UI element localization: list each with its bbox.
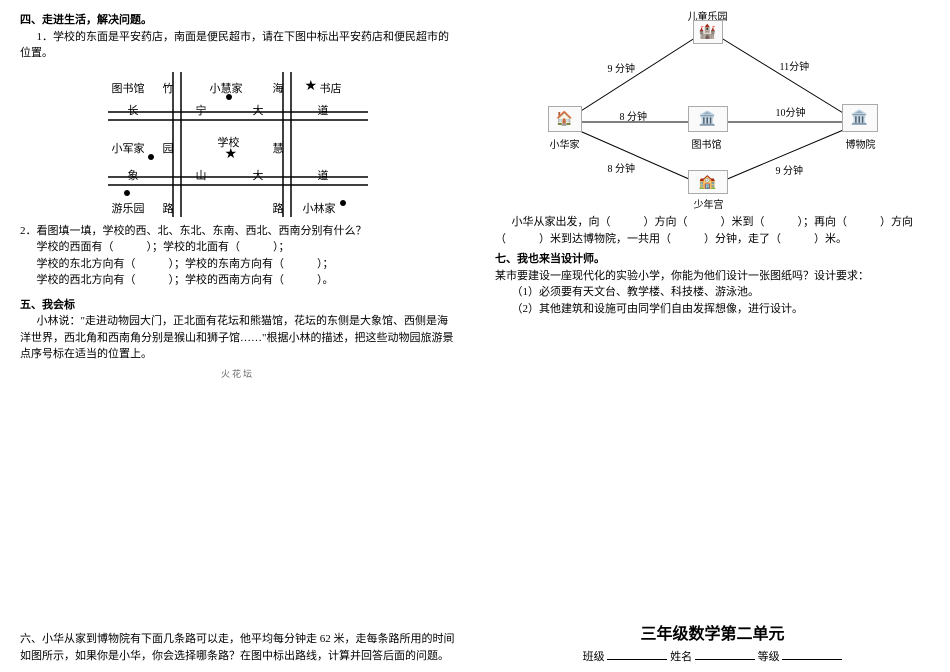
label-house: 小华家 [550,136,580,151]
label-bookstore: 书店 [320,80,342,96]
q2-line-1: 学校的东北方向有（ ）；学校的东南方向有（ ）； [20,256,455,273]
left-column: 四、走进生活，解决问题。 1．学校的东面是平安药店，南面是便民超市，请在下图中标… [0,0,475,672]
info-fields: 班级 姓名 等级 [495,648,930,664]
name-blank[interactable] [695,659,755,660]
label-ning: 宁 [196,102,207,118]
label-yuan: 园 [163,140,174,156]
section-6-text: 六、小华从家到博物院有下面几条路可以走，他平均每分钟走 62 米，走每条路所用的… [20,631,455,664]
label-museum: 博物院 [846,136,876,151]
label-dao2: 道 [318,167,329,183]
label-dao1: 道 [318,102,329,118]
label-playground: 游乐园 [112,200,145,216]
class-blank[interactable] [607,659,667,660]
dot-xiaohui [226,94,232,100]
library-icon: 🏛️ [688,106,728,132]
label-zhu: 竹 [163,80,174,96]
label-10min: 10分钟 [776,104,806,119]
right-column: 儿童乐园 🏰 9 分钟 11分钟 🏠 小华家 8 分钟 🏛️ 图书馆 10分钟 … [475,0,950,672]
label-lu1: 路 [163,200,174,216]
label-library: 图书馆 [692,136,722,151]
label-xiaolin: 小林家 [303,200,336,216]
label-9min-b: 9 分钟 [776,162,804,177]
label-youth: 少年宫 [694,196,724,211]
label-xiang: 象 [128,167,139,183]
req-2: （2）其他建筑和设施可由同学们自由发挥想像，进行设计。 [495,301,930,318]
class-label: 班级 [583,651,605,663]
section-5-body: 小林说："走进动物园大门，正北面有花坛和熊猫馆，花坛的东侧是大象馆、西侧是海洋世… [20,313,455,363]
label-library: 图书馆 [112,80,145,96]
q2-line-2: 学校的西北方向有（ ）；学校的西南方向有（ ）。 [20,272,455,289]
req-1: （1）必须要有天文台、教学楼、科技楼、游泳池。 [495,284,930,301]
q2-intro: 2．看图填一填，学校的西、北、东北、东南、西北、西南分别有什么？ [20,223,455,240]
dot-xiaojun [148,154,154,160]
q2-line-0: 学校的西面有（ ）；学校的北面有（ ）； [20,239,455,256]
label-8min-b: 8 分钟 [608,160,636,175]
label-xiaojun: 小军家 [112,140,145,156]
dot-playground [124,190,130,196]
label-xiaohui: 小慧家 [210,80,243,96]
label-11min: 11分钟 [780,58,810,73]
street-map: 图书馆 竹 小慧家 海 ★ 书店 长 宁 大 道 小军家 园 学校 ★ 慧 象 … [108,72,368,217]
q1-text: 1．学校的东面是平安药店，南面是便民超市，请在下图中标出平安药店和便民超市的位置… [20,29,455,62]
label-da2: 大 [253,167,264,183]
section-7-title: 七、我也来当设计师。 [495,251,930,268]
label-chang: 长 [128,102,139,118]
section-7-body: 某市要建设一座现代化的实验小学，你能为他们设计一张图纸吗？设计要求： [495,268,930,285]
grade-label: 等级 [758,651,780,663]
unit-title: 三年级数学第二单元 [495,620,930,644]
section-5-title: 五、我会标 [20,297,455,314]
label-da1: 大 [253,102,264,118]
house-icon: 🏠 [548,106,582,132]
route-diagram: 儿童乐园 🏰 9 分钟 11分钟 🏠 小华家 8 分钟 🏛️ 图书馆 10分钟 … [528,8,898,208]
name-label: 姓名 [670,651,692,663]
section-4-title: 四、走进生活，解决问题。 [20,12,455,29]
label-9min: 9 分钟 [608,60,636,75]
spacer-right [495,317,930,530]
label-lu2: 路 [273,200,284,216]
park-icon: 🏰 [693,20,723,44]
youth-icon: 🏫 [688,170,728,194]
grade-blank[interactable] [782,659,842,660]
route-question: 小华从家出发，向（ ）方向（ ）米到（ ）；再向（ ）方向（ ）米到达博物院，一… [495,214,930,247]
museum-icon: 🏛️ [842,104,878,132]
dot-xiaolin [340,200,346,206]
unit-title-block: 三年级数学第二单元 班级 姓名 等级 [495,620,930,664]
huatan-label: 火花坛 [20,367,455,380]
star-school: ★ [225,146,238,163]
label-shan: 山 [196,167,207,183]
spacer [20,380,455,632]
label-hai: 海 [273,80,284,96]
label-8min-a: 8 分钟 [620,108,648,123]
star-bookstore: ★ [305,78,318,95]
label-hui: 慧 [273,140,284,156]
